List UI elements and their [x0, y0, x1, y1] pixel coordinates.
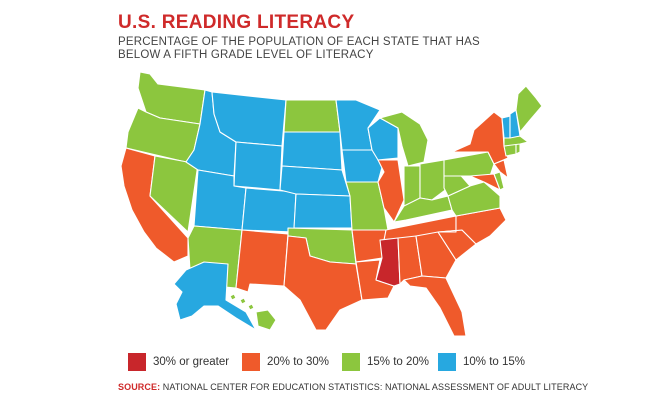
state-new-hampshire: [509, 109, 521, 139]
legend-label: 30% or greater: [153, 356, 230, 368]
legend-label: 20% to 30%: [267, 356, 330, 368]
state-ohio: [419, 159, 449, 201]
state-north-dakota: [283, 99, 341, 133]
state-nevada: [149, 155, 199, 233]
state-hawaii: [229, 293, 277, 331]
state-south-dakota: [281, 131, 343, 171]
legend-item-30-or-greater: 30% or greater: [128, 352, 229, 372]
state-texas: [283, 235, 363, 331]
page-title: U.S. READING LITERACY: [118, 12, 355, 33]
legend-item-15-to-20: 15% to 20%: [342, 352, 429, 372]
state-colorado: [241, 187, 297, 233]
state-iowa: [341, 149, 385, 183]
state-north-carolina: [437, 207, 507, 245]
state-wyoming: [233, 141, 283, 191]
state-kansas: [293, 193, 353, 229]
legend-item-10-to-15: 10% to 15%: [438, 352, 525, 372]
state-rhode-island: [515, 143, 521, 155]
state-new-jersey: [493, 159, 509, 179]
legend-swatch: [342, 353, 360, 371]
page-subtitle: PERCENTAGE OF THE POPULATION OF EACH STA…: [118, 36, 480, 61]
legend-swatch: [128, 353, 146, 371]
state-new-mexico: [235, 229, 289, 293]
state-kentucky: [393, 195, 453, 223]
state-florida: [403, 275, 467, 337]
legend-label: 15% to 20%: [367, 356, 430, 368]
state-georgia: [415, 231, 457, 279]
state-michigan: [379, 111, 429, 167]
us-choropleth-map: [120, 71, 543, 337]
legend-swatch: [242, 353, 260, 371]
state-vermont: [501, 115, 511, 139]
legend-label: 10% to 15%: [463, 356, 526, 368]
map-legend: 30% or greater 20% to 30% 15% to 20% 10%…: [128, 352, 598, 372]
legend-item-20-to-30: 20% to 30%: [242, 352, 329, 372]
state-pennsylvania: [443, 151, 495, 177]
legend-swatch: [438, 353, 456, 371]
source-text: NATIONAL CENTER FOR EDUCATION STATISTICS…: [160, 382, 589, 392]
state-nebraska: [279, 165, 351, 197]
state-alaska: [173, 261, 257, 331]
source-note: SOURCE: NATIONAL CENTER FOR EDUCATION ST…: [118, 382, 588, 392]
source-prefix: SOURCE:: [118, 382, 161, 392]
state-delaware: [493, 171, 505, 191]
state-illinois: [377, 159, 405, 223]
state-maine: [515, 85, 543, 133]
